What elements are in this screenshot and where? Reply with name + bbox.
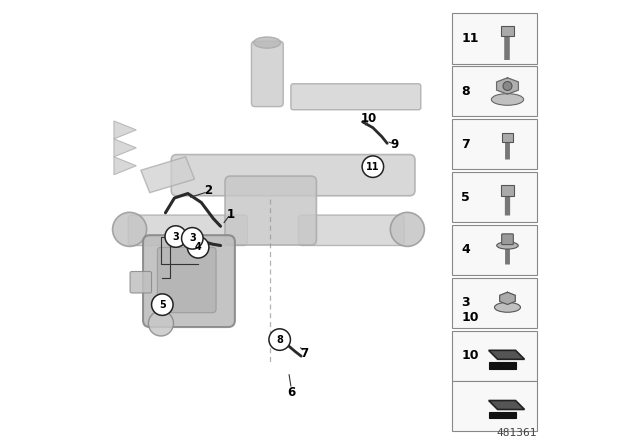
Text: 9: 9	[390, 138, 399, 151]
Text: 10: 10	[461, 349, 479, 362]
FancyBboxPatch shape	[452, 13, 538, 64]
Circle shape	[113, 212, 147, 246]
Text: 11: 11	[366, 162, 380, 172]
FancyBboxPatch shape	[128, 215, 248, 246]
Text: 1: 1	[227, 207, 234, 221]
FancyBboxPatch shape	[501, 26, 514, 36]
Polygon shape	[500, 292, 515, 305]
Bar	[489, 412, 516, 418]
FancyBboxPatch shape	[452, 119, 538, 169]
Text: 8: 8	[461, 85, 470, 98]
Circle shape	[390, 212, 424, 246]
Text: 4: 4	[195, 242, 202, 252]
Text: 3: 3	[172, 232, 179, 241]
Circle shape	[188, 237, 209, 258]
Text: 5: 5	[461, 190, 470, 204]
FancyBboxPatch shape	[157, 247, 216, 313]
FancyBboxPatch shape	[452, 225, 538, 275]
Polygon shape	[489, 401, 525, 409]
Circle shape	[165, 226, 186, 247]
Polygon shape	[114, 121, 136, 139]
Bar	[489, 362, 516, 369]
FancyBboxPatch shape	[172, 155, 415, 196]
Polygon shape	[141, 157, 195, 193]
Circle shape	[152, 294, 173, 315]
Polygon shape	[114, 157, 136, 175]
Ellipse shape	[495, 302, 520, 312]
Text: 481361: 481361	[497, 428, 538, 438]
Circle shape	[148, 311, 173, 336]
Text: 7: 7	[461, 138, 470, 151]
Polygon shape	[497, 78, 518, 94]
Text: 3: 3	[189, 233, 196, 243]
Text: 2: 2	[204, 184, 212, 197]
FancyBboxPatch shape	[452, 278, 538, 328]
Text: 4: 4	[461, 243, 470, 257]
FancyBboxPatch shape	[298, 215, 404, 246]
FancyBboxPatch shape	[225, 176, 316, 245]
FancyBboxPatch shape	[502, 234, 513, 245]
Text: 10: 10	[461, 310, 479, 324]
FancyBboxPatch shape	[452, 381, 538, 431]
Text: 10: 10	[360, 112, 376, 125]
Ellipse shape	[253, 37, 280, 48]
FancyBboxPatch shape	[252, 41, 284, 107]
Text: 7: 7	[301, 347, 309, 361]
Circle shape	[503, 82, 512, 90]
Ellipse shape	[492, 94, 524, 105]
Circle shape	[269, 329, 291, 350]
Text: 5: 5	[159, 300, 166, 310]
Text: 6: 6	[287, 385, 296, 399]
Text: 8: 8	[276, 335, 283, 345]
FancyBboxPatch shape	[143, 235, 235, 327]
Ellipse shape	[497, 242, 518, 249]
FancyBboxPatch shape	[500, 185, 514, 196]
FancyBboxPatch shape	[452, 331, 538, 381]
Circle shape	[362, 156, 383, 177]
Text: 11: 11	[461, 32, 479, 45]
Circle shape	[182, 228, 203, 249]
FancyBboxPatch shape	[130, 271, 152, 293]
FancyBboxPatch shape	[502, 133, 513, 142]
Polygon shape	[489, 350, 525, 359]
FancyBboxPatch shape	[452, 66, 538, 116]
Text: 3: 3	[461, 296, 470, 310]
Polygon shape	[114, 139, 136, 157]
FancyBboxPatch shape	[452, 172, 538, 222]
FancyBboxPatch shape	[291, 84, 421, 110]
